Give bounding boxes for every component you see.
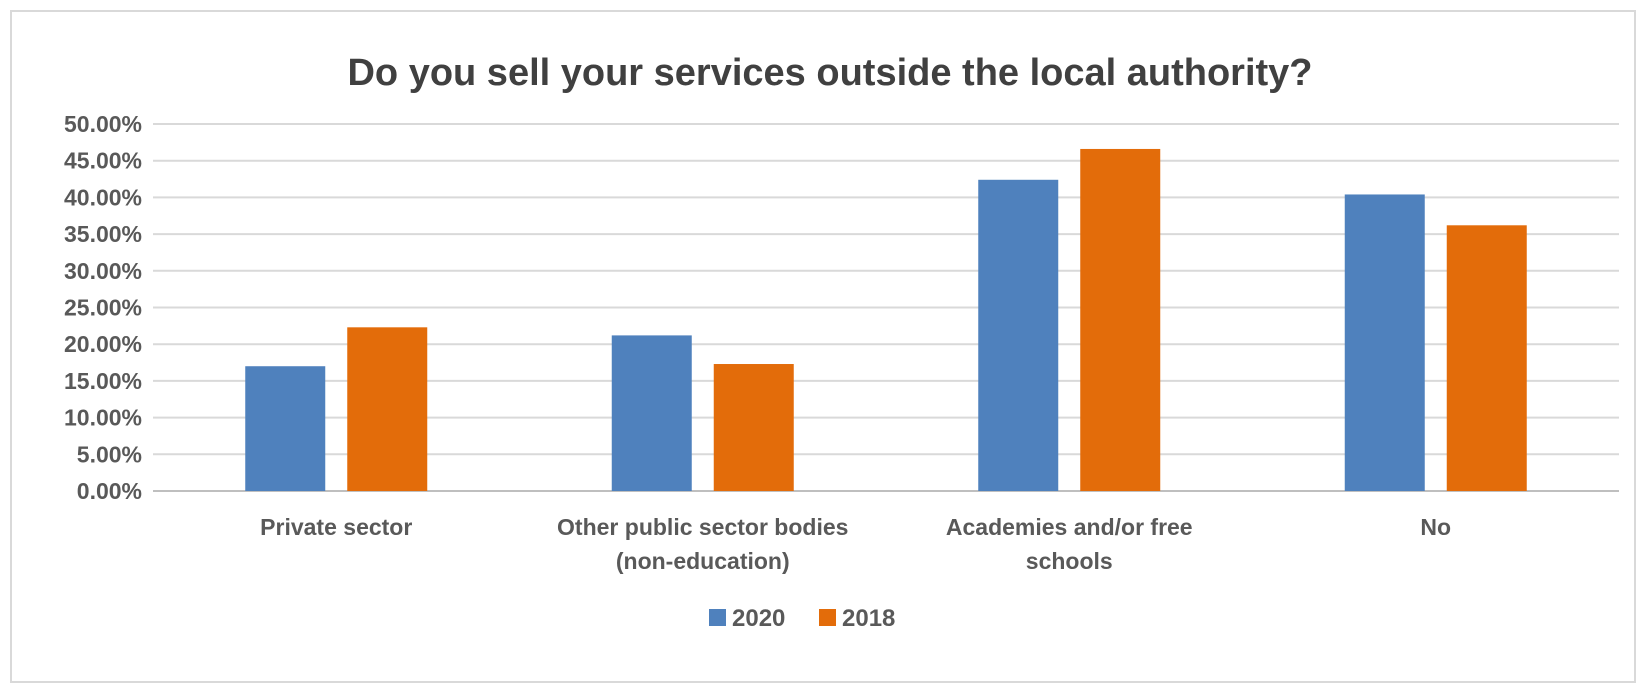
bar-2020-1 <box>611 335 692 491</box>
chart-frame: Do you sell your services outside the lo… <box>10 10 1636 683</box>
y-tick-label: 0.00% <box>77 478 142 504</box>
bars <box>245 148 1527 492</box>
x-tick-label: Private sector <box>260 514 412 540</box>
y-tick-label: 5.00% <box>77 441 142 467</box>
chart-title: Do you sell your services outside the lo… <box>347 52 1312 94</box>
legend: 2020 2018 <box>709 605 895 632</box>
y-axis-ticks: 0.00% 5.00% 10.00% 15.00% 20.00% 25.00% 30.00%… <box>64 111 142 504</box>
y-tick-label: 50.00% <box>64 111 142 137</box>
legend-swatch-2018 <box>819 609 836 626</box>
y-tick-label: 30.00% <box>64 258 142 284</box>
x-tick-label: No <box>1420 514 1451 540</box>
bar-2020-2 <box>978 179 1059 491</box>
bar-2018-2 <box>1080 148 1161 491</box>
y-tick-label: 15.00% <box>64 368 142 394</box>
x-tick-label: Other public sector bodies <box>557 514 848 540</box>
bar-chart: Do you sell your services outside the lo… <box>64 52 1619 632</box>
y-tick-label: 40.00% <box>64 184 142 210</box>
legend-label: 2020 <box>732 605 785 632</box>
legend-label: 2018 <box>842 605 895 632</box>
bar-2018-0 <box>347 327 428 491</box>
x-tick-label: schools <box>1026 548 1113 574</box>
bar-2018-1 <box>713 364 794 491</box>
legend-swatch-2020 <box>709 609 726 626</box>
x-tick-label: (non-education) <box>616 548 790 574</box>
bar-2020-3 <box>1344 194 1425 492</box>
y-tick-label: 45.00% <box>64 148 142 174</box>
x-axis-labels: Private sector Other public sector bodies… <box>260 514 1451 574</box>
y-tick-label: 35.00% <box>64 221 142 247</box>
x-tick-label: Academies and/or free <box>946 514 1193 540</box>
y-tick-label: 10.00% <box>64 405 142 431</box>
y-tick-label: 25.00% <box>64 295 142 321</box>
bar-2018-3 <box>1446 225 1527 492</box>
y-tick-label: 20.00% <box>64 331 142 357</box>
bar-2020-0 <box>245 366 326 491</box>
